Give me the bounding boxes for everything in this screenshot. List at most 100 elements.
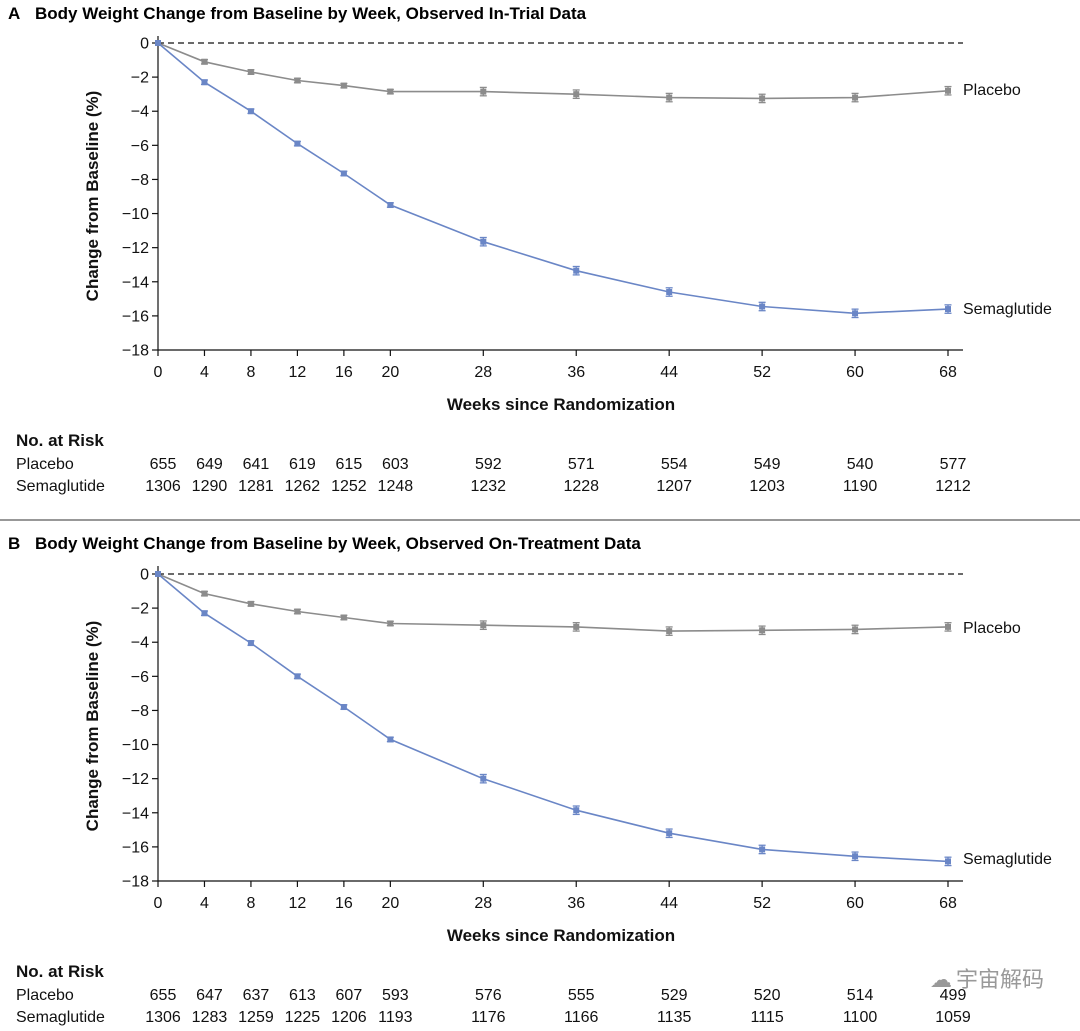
panel-a-y-tick-label: −2 — [131, 70, 149, 87]
panel-b-risk-semaglutide-value: 1135 — [657, 1009, 692, 1026]
panel-a-risk-placebo-value: 554 — [661, 456, 688, 473]
panel-b: B Body Weight Change from Baseline by We… — [8, 534, 1052, 1026]
panel-b-risk-semaglutide-value: 1283 — [192, 1009, 228, 1026]
panel-b-letter: B — [8, 534, 20, 553]
panel-a-title: Body Weight Change from Baseline by Week… — [35, 4, 587, 23]
panel-b-x-tick-label: 44 — [660, 895, 678, 912]
panel-a-line-semaglutide — [157, 42, 949, 315]
panel-b-x-tick-label: 4 — [200, 895, 209, 912]
panel-b-point-placebo — [666, 628, 673, 635]
panel-a-x-tick-label: 36 — [567, 364, 585, 381]
panel-a-point-semaglutide — [247, 108, 254, 115]
panel-b-y-tick-label: −14 — [122, 805, 149, 822]
panel-a-x-tick-label: 60 — [846, 364, 864, 381]
panel-b-point-placebo — [480, 622, 487, 629]
panel-a-point-semaglutide — [201, 79, 208, 86]
panel-a-risk-label-placebo: Placebo — [16, 456, 74, 473]
panel-a-point-semaglutide — [387, 202, 394, 209]
panel-b-risk-semaglutide-value: 1225 — [285, 1009, 321, 1026]
panel-b-y-tick-label: −18 — [122, 874, 149, 891]
panel-b-risk-placebo-value: 593 — [382, 987, 409, 1004]
panel-a-point-semaglutide — [480, 238, 487, 245]
panel-a-point-placebo — [573, 91, 580, 98]
panel-a-risk-placebo-value: 571 — [568, 456, 595, 473]
panel-b-risk-semaglutide-value: 1306 — [145, 1009, 181, 1026]
panel-a-point-placebo — [294, 77, 301, 84]
panel-a-x-tick-label: 8 — [246, 364, 255, 381]
panel-b-risk-placebo-value: 514 — [847, 987, 874, 1004]
panel-a-x-tick-label: 52 — [753, 364, 771, 381]
panel-b-risk-placebo-value: 576 — [475, 987, 502, 1004]
panel-a-risk-semaglutide-value: 1207 — [656, 478, 692, 495]
panel-a-x-tick-label: 0 — [154, 364, 163, 381]
panel-b-y-tick-label: −8 — [131, 703, 149, 720]
panel-b-x-tick-label: 0 — [154, 895, 163, 912]
panel-a-y-tick-label: −12 — [122, 240, 149, 257]
panel-a-y-tick-label: −10 — [122, 206, 149, 223]
panel-b-risk-label-placebo: Placebo — [16, 987, 74, 1004]
panel-a-point-placebo — [480, 88, 487, 95]
panel-a-line-placebo — [157, 42, 949, 100]
panel-a-x-tick-label: 44 — [660, 364, 678, 381]
panel-b-point-placebo — [294, 608, 301, 615]
panel-a-risk-placebo-value: 619 — [289, 456, 316, 473]
panel-b-point-semaglutide — [155, 571, 161, 577]
panel-a-x-tick-label: 28 — [474, 364, 492, 381]
panel-a-point-placebo — [201, 58, 208, 65]
panel-a-risk-placebo-value: 540 — [847, 456, 874, 473]
panel-a-y-tick-label: −6 — [131, 138, 149, 155]
panel-b-risk-semaglutide-value: 1193 — [378, 1009, 413, 1026]
panel-b-y-tick-label: −10 — [122, 737, 149, 754]
panel-a-point-placebo — [387, 88, 394, 95]
panel-a-point-placebo — [945, 87, 951, 94]
panel-b-point-semaglutide — [852, 853, 859, 860]
panel-a-risk-placebo-value: 615 — [336, 456, 363, 473]
panel-b-y-axis-label: Change from Baseline (%) — [83, 621, 102, 832]
panel-a-point-placebo — [340, 82, 347, 89]
panel-b-risk-placebo-value: 613 — [289, 987, 316, 1004]
panel-a-risk-semaglutide-value: 1232 — [470, 478, 506, 495]
panel-b-x-tick-label: 16 — [335, 895, 353, 912]
panel-b-risk-semaglutide-value: 1176 — [471, 1009, 506, 1026]
panel-b-point-placebo — [573, 623, 580, 630]
panel-a-x-axis-label: Weeks since Randomization — [447, 395, 675, 414]
panel-a: A Body Weight Change from Baseline by We… — [8, 4, 1052, 495]
panel-a-point-placebo — [666, 94, 673, 101]
panel-b-point-semaglutide — [201, 610, 208, 617]
panel-b-point-placebo — [945, 623, 951, 630]
panel-a-risk-placebo-value: 603 — [382, 456, 409, 473]
panel-a-point-semaglutide — [852, 310, 859, 317]
panel-b-risk-semaglutide-value: 1059 — [935, 1009, 971, 1026]
panel-b-point-semaglutide — [666, 830, 673, 837]
panel-a-x-tick-label: 20 — [381, 364, 399, 381]
panel-a-y-tick-label: −16 — [122, 308, 149, 325]
panel-b-risk-placebo-value: 529 — [661, 987, 688, 1004]
panel-b-point-semaglutide — [759, 846, 766, 853]
panel-a-risk-placebo-value: 649 — [196, 456, 223, 473]
panel-b-risk-placebo-value: 637 — [243, 987, 270, 1004]
watermark-text: 宇宙解码 — [955, 968, 1044, 993]
panel-b-risk-semaglutide-value: 1166 — [564, 1009, 599, 1026]
panel-b-point-placebo — [759, 627, 766, 634]
panel-b-risk-semaglutide-value: 1100 — [843, 1009, 878, 1026]
panel-b-x-tick-label: 28 — [474, 895, 492, 912]
panel-b-line-placebo — [157, 573, 949, 632]
panel-b-point-placebo — [201, 590, 208, 597]
panel-b-x-tick-label: 12 — [289, 895, 307, 912]
panel-a-risk-semaglutide-value: 1306 — [145, 478, 181, 495]
panel-a-risk-semaglutide-value: 1252 — [331, 478, 367, 495]
panel-a-risk-placebo-value: 577 — [940, 456, 967, 473]
panel-b-x-tick-label: 8 — [246, 895, 255, 912]
panel-b-risk-semaglutide-value: 1115 — [751, 1009, 784, 1026]
panel-b-x-tick-label: 36 — [567, 895, 585, 912]
panel-a-x-tick-label: 16 — [335, 364, 353, 381]
panel-b-y-tick-label: −4 — [131, 635, 149, 652]
panel-a-point-semaglutide — [759, 303, 766, 310]
panel-b-point-semaglutide — [573, 807, 580, 814]
panel-b-x-axis-label: Weeks since Randomization — [447, 926, 675, 945]
panel-a-point-semaglutide — [155, 40, 161, 46]
panel-b-x-tick-label: 20 — [381, 895, 399, 912]
panel-b-risk-semaglutide-value: 1206 — [331, 1009, 367, 1026]
panel-a-risk-semaglutide-value: 1190 — [843, 478, 878, 495]
panel-a-point-placebo — [852, 94, 859, 101]
